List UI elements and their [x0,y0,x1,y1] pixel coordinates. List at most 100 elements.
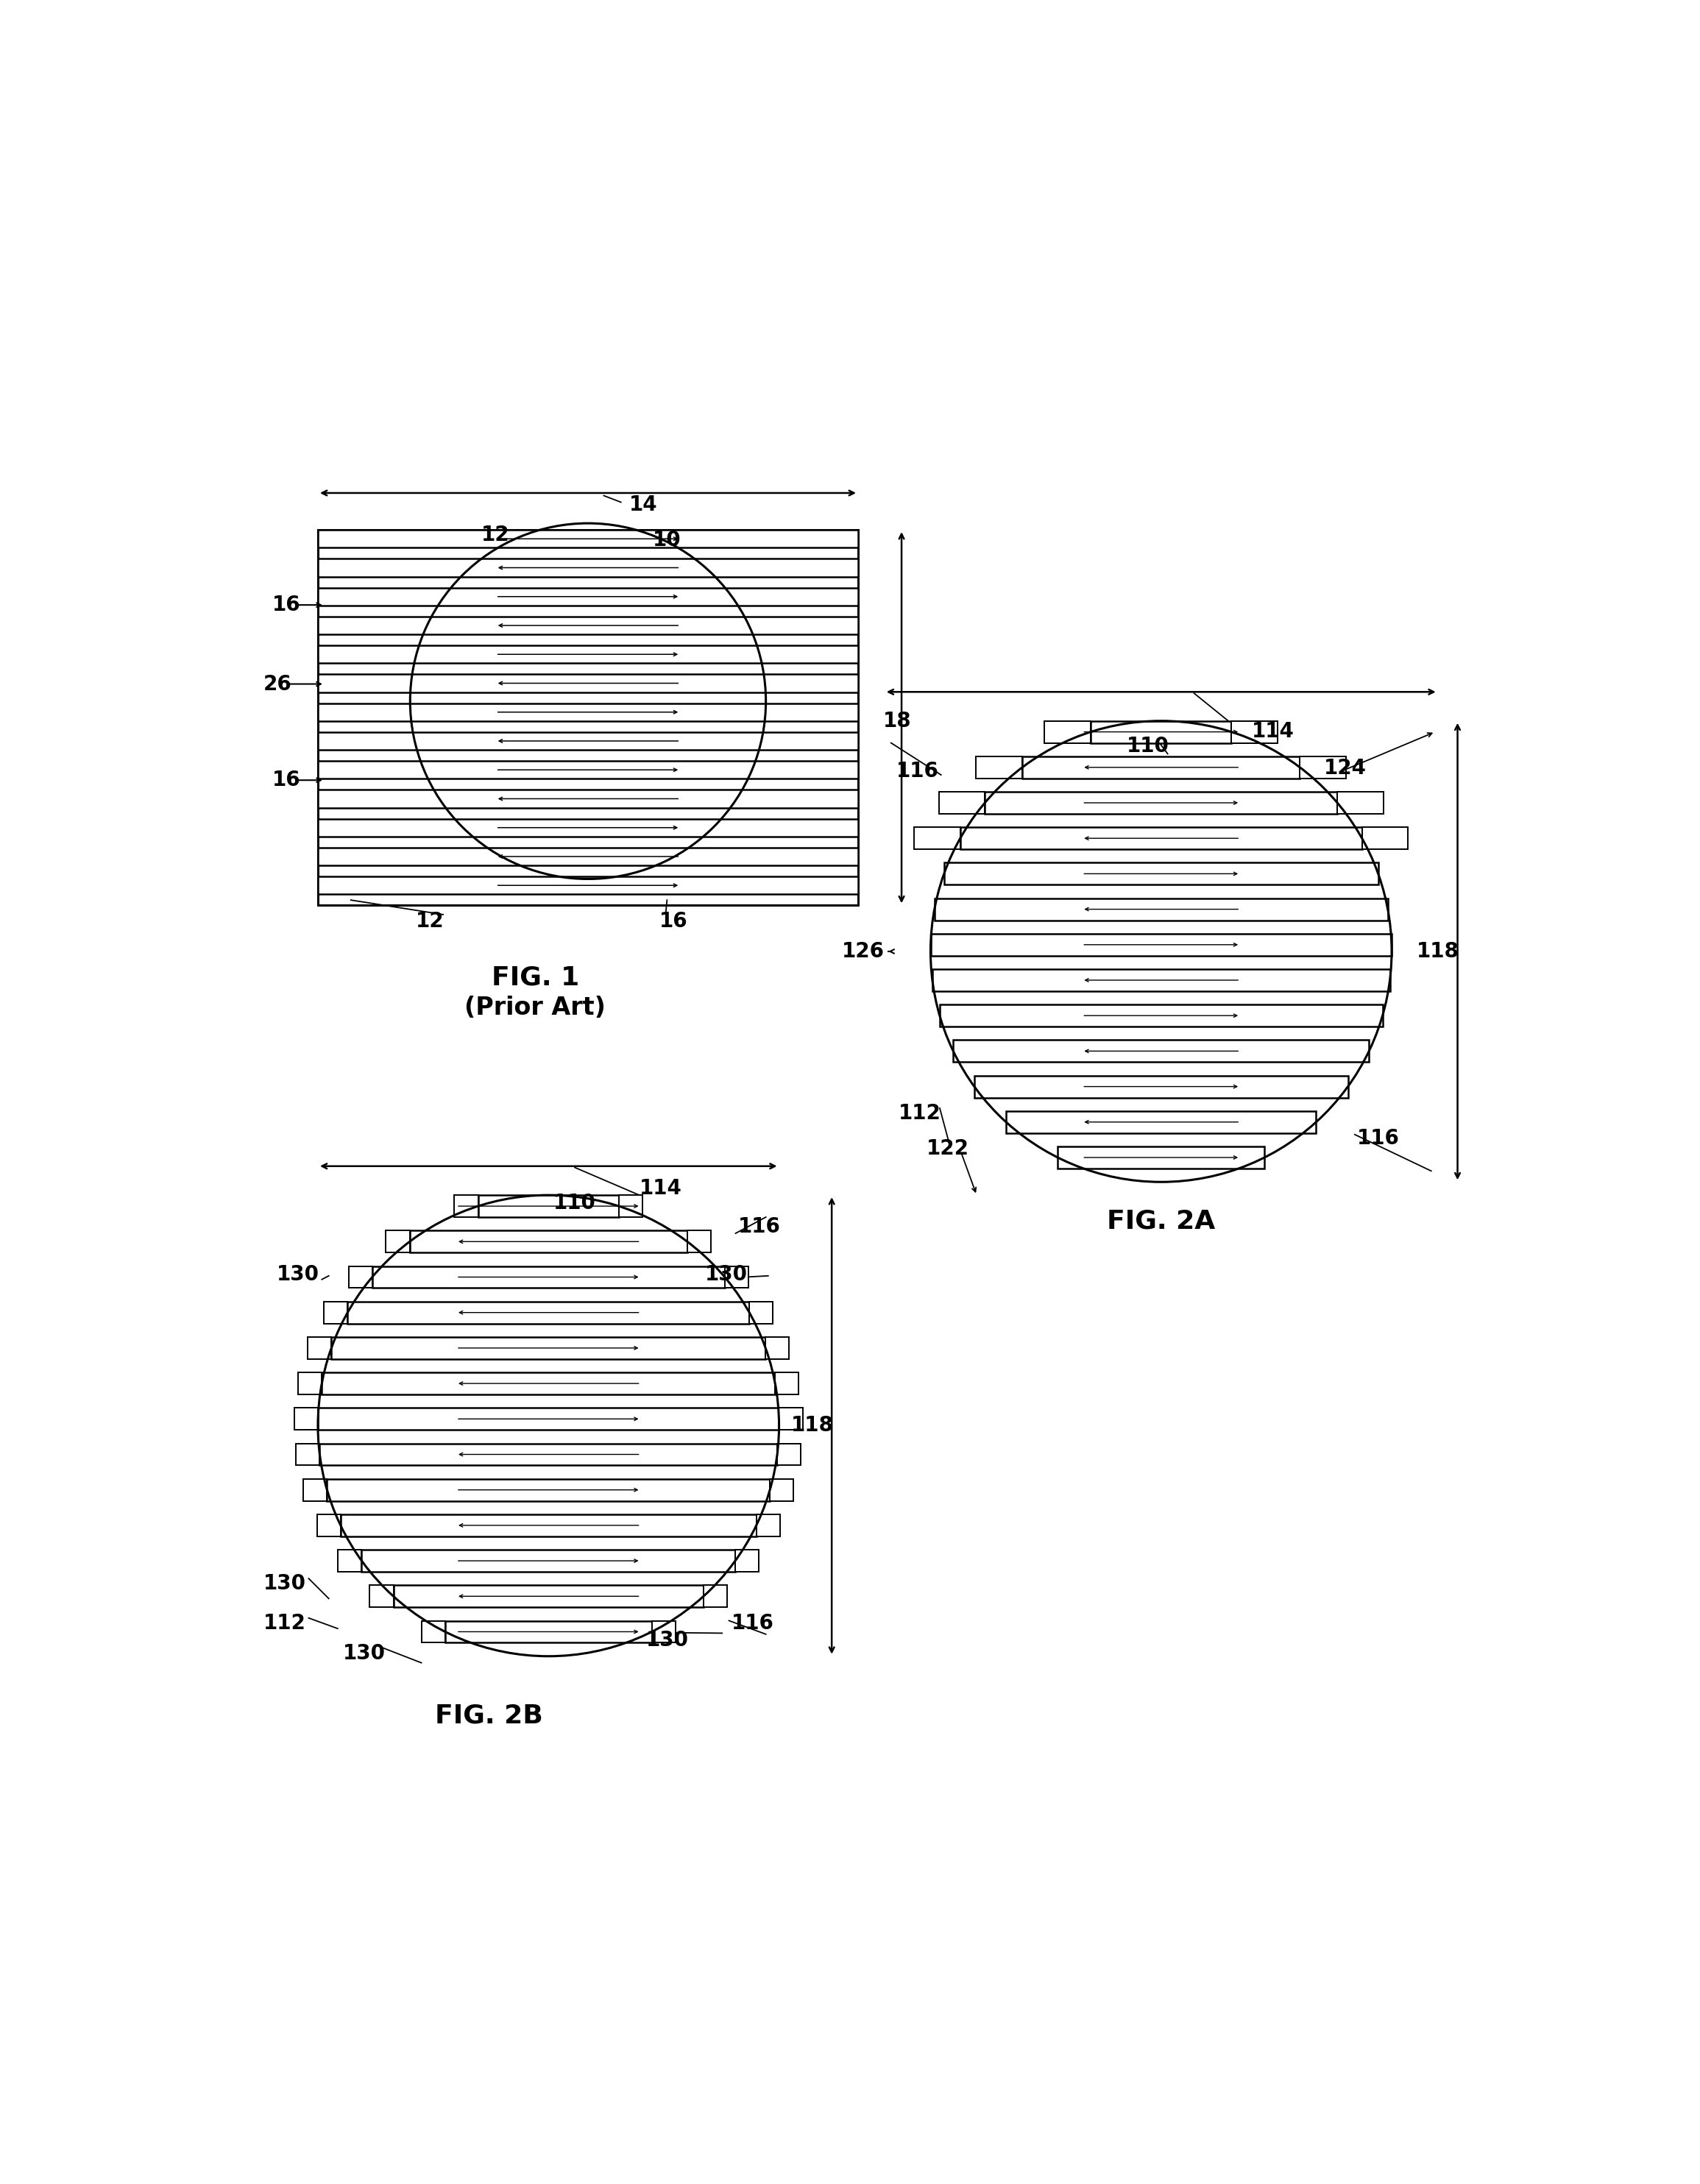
Text: 118: 118 [1416,941,1459,961]
Bar [369,1586,393,1607]
Text: 124: 124 [1324,758,1367,780]
Text: 112: 112 [899,1103,942,1125]
Bar [318,531,859,906]
Bar [298,1372,321,1393]
Bar [318,559,859,577]
Bar [765,1337,789,1358]
Bar [294,1409,318,1431]
Text: 12: 12 [416,911,444,930]
Bar [777,1444,801,1465]
Bar [422,1621,445,1642]
Bar [320,1444,777,1465]
Bar [321,1372,775,1393]
Bar [619,1195,643,1216]
Bar [347,1302,750,1324]
Bar [1091,721,1231,743]
Text: FIG. 2A: FIG. 2A [1107,1210,1215,1234]
Text: 116: 116 [1357,1129,1399,1149]
Bar [318,531,859,548]
Bar [1044,721,1091,743]
Bar [960,828,1362,850]
Bar [296,1444,320,1465]
Bar [318,791,859,808]
Bar [974,1075,1348,1099]
Bar [736,1551,758,1572]
Bar [1006,1112,1316,1133]
Bar [1231,721,1278,743]
Bar [318,1409,779,1431]
Text: (Prior Art): (Prior Art) [464,996,605,1020]
Bar [478,1195,619,1216]
Bar [325,1302,347,1324]
Bar [940,1005,1382,1026]
Text: 110: 110 [1127,736,1170,756]
Bar [362,1551,736,1572]
Bar [944,863,1379,885]
Text: 16: 16 [660,911,688,930]
Text: 130: 130 [264,1572,306,1594]
Bar [1022,756,1300,778]
Text: 112: 112 [264,1614,306,1634]
Text: 116: 116 [738,1216,780,1236]
Text: 118: 118 [790,1415,833,1435]
Bar [724,1267,748,1289]
Bar [318,646,859,664]
Bar [756,1514,780,1535]
Bar [750,1302,774,1324]
Bar [687,1230,711,1254]
Bar [915,828,960,850]
Bar [1338,793,1384,815]
Text: 130: 130 [705,1265,748,1284]
Bar [1362,828,1408,850]
Text: FIG. 2B: FIG. 2B [435,1704,544,1728]
Bar [318,847,859,865]
Text: 126: 126 [842,941,884,961]
Bar [704,1586,728,1607]
Bar [386,1230,410,1254]
Bar [308,1337,332,1358]
Bar [318,760,859,780]
Bar [454,1195,478,1216]
Bar [318,703,859,721]
Text: 16: 16 [272,594,301,616]
Text: 16: 16 [272,771,301,791]
Bar [770,1479,794,1500]
Bar [372,1267,724,1289]
Text: 130: 130 [277,1265,320,1284]
Bar [935,898,1387,919]
Bar [318,819,859,836]
Bar [318,675,859,692]
Bar [938,793,984,815]
Bar [775,1372,799,1393]
Bar [316,1514,340,1535]
Text: 114: 114 [639,1177,682,1199]
Bar [303,1479,326,1500]
Text: 116: 116 [731,1614,773,1634]
Bar [1300,756,1346,778]
Text: 116: 116 [896,760,938,782]
Text: 130: 130 [343,1642,386,1664]
Text: FIG. 1: FIG. 1 [491,965,580,989]
Bar [976,756,1022,778]
Bar [1057,1147,1265,1168]
Text: 14: 14 [629,494,658,515]
Bar [318,732,859,749]
Bar [318,616,859,633]
Bar [331,1337,765,1358]
Text: 26: 26 [264,673,292,695]
Bar [318,876,859,893]
Text: 110: 110 [554,1192,597,1214]
Text: 130: 130 [646,1629,688,1651]
Bar [932,970,1391,992]
Text: 12: 12 [481,524,510,546]
Bar [318,587,859,605]
Bar [779,1409,802,1431]
Bar [651,1621,675,1642]
Bar [338,1551,362,1572]
Text: 18: 18 [884,710,911,732]
Bar [445,1621,651,1642]
Bar [954,1040,1368,1061]
Bar [348,1267,372,1289]
Text: 122: 122 [926,1138,969,1160]
Bar [326,1479,770,1500]
